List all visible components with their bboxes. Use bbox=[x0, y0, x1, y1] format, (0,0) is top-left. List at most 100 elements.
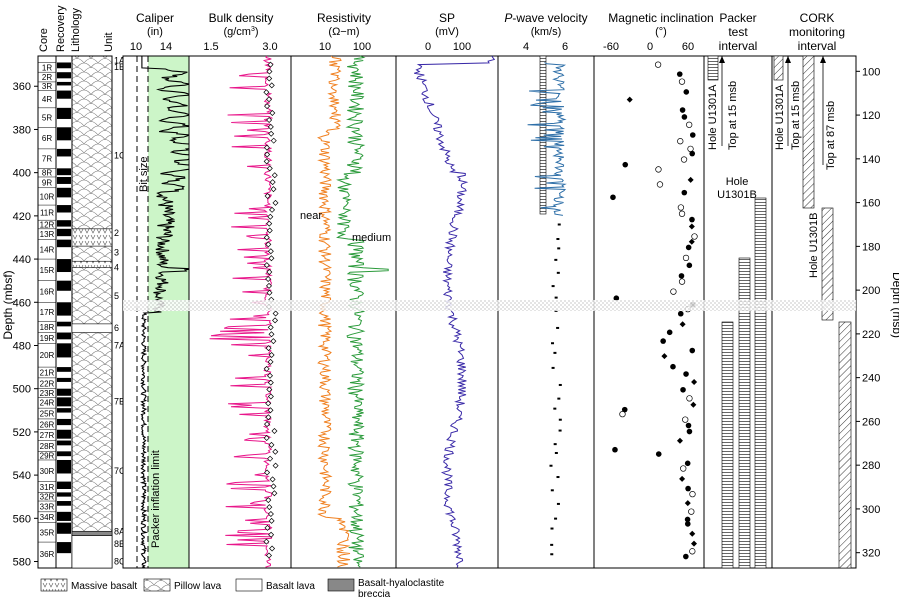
pwave-sample bbox=[558, 383, 562, 386]
recovery-block bbox=[57, 501, 71, 506]
density-diamond bbox=[269, 545, 276, 552]
unit-label: 2 bbox=[114, 228, 119, 238]
pwave-sample bbox=[558, 418, 562, 421]
density-diamond bbox=[266, 282, 272, 289]
density-diamond bbox=[266, 220, 273, 227]
recovery-block bbox=[57, 451, 71, 457]
maginc-point bbox=[654, 61, 662, 68]
maginc-point bbox=[680, 465, 687, 472]
density-diamond bbox=[266, 269, 273, 276]
density-diamond bbox=[266, 372, 273, 379]
cork-arrow-head-b bbox=[820, 56, 826, 63]
core-label: 26R bbox=[40, 420, 55, 429]
density-diamond bbox=[268, 331, 275, 338]
maginc-point bbox=[656, 181, 664, 188]
maginc-point bbox=[684, 516, 691, 523]
left-depth-axis: 360 380 400 420 440 460 480 500 520 540 560 580 bbox=[13, 56, 39, 569]
core-label: 12R bbox=[40, 221, 55, 230]
density-diamond bbox=[270, 137, 277, 144]
core-label: 24R bbox=[40, 399, 55, 408]
right-tick-label: 300 bbox=[862, 504, 880, 516]
core-label: 25R bbox=[40, 410, 55, 419]
density-diamond bbox=[263, 234, 270, 241]
maginc-point bbox=[679, 475, 686, 482]
legend-massive-label: Massive basalt bbox=[71, 581, 137, 592]
density-diamond bbox=[265, 552, 272, 559]
sp-tick-100: 100 bbox=[453, 41, 471, 53]
maginc-point bbox=[610, 194, 616, 201]
maginc-point bbox=[677, 310, 684, 317]
density-diamond bbox=[266, 504, 273, 511]
pwave-sample bbox=[551, 366, 555, 369]
maginc-point bbox=[655, 451, 662, 457]
core-header: Core bbox=[38, 28, 50, 52]
right-tick-label: 200 bbox=[862, 285, 880, 297]
density-diamond bbox=[272, 310, 279, 317]
maginc-points bbox=[610, 61, 698, 560]
recovery-block bbox=[57, 492, 71, 497]
right-tick-label: 280 bbox=[862, 460, 880, 472]
density-diamond bbox=[263, 158, 270, 165]
density-diamond bbox=[267, 379, 274, 386]
core-label: 1R bbox=[42, 63, 52, 72]
pwave-sample bbox=[556, 238, 560, 241]
density-diamond bbox=[265, 241, 272, 248]
cork-top15-label: Top at 15 msb bbox=[790, 81, 802, 150]
cork-title-1: CORK bbox=[800, 11, 835, 25]
packer-hole-a-label: Hole U1301A bbox=[707, 84, 719, 150]
cork-title-2: monitoring bbox=[789, 25, 845, 39]
maginc-point bbox=[691, 233, 698, 240]
legend-massive-swatch bbox=[40, 578, 68, 592]
pwave-sample bbox=[550, 553, 554, 556]
maginc-point bbox=[691, 540, 698, 547]
maginc-point bbox=[679, 107, 686, 113]
maginc-point bbox=[691, 378, 698, 385]
unit-label: 8B bbox=[114, 539, 125, 549]
legend-pillow-label: Pillow lava bbox=[174, 581, 222, 592]
maginc-point bbox=[680, 156, 688, 163]
recovery-block bbox=[57, 418, 71, 426]
maginc-point bbox=[689, 548, 696, 555]
density-diamond bbox=[265, 345, 272, 352]
maginc-point bbox=[613, 295, 620, 302]
maginc-point bbox=[621, 406, 628, 413]
density-diamond bbox=[263, 144, 270, 151]
maginc-point bbox=[681, 114, 688, 120]
left-tick-label: 440 bbox=[13, 254, 31, 266]
recovery-block bbox=[57, 205, 71, 213]
maginc-point bbox=[689, 216, 695, 223]
lithology-massive bbox=[71, 260, 113, 269]
core-label: 31R bbox=[40, 483, 55, 492]
right-tick-label: 120 bbox=[862, 110, 880, 122]
lithology-massive bbox=[71, 228, 113, 247]
packer-arrow-head bbox=[719, 56, 725, 63]
pwave-sample bbox=[558, 429, 562, 432]
maginc-point bbox=[682, 416, 689, 423]
maginc-point bbox=[682, 254, 690, 262]
density-diamond bbox=[264, 421, 271, 428]
packer-top15-label: Top at 15 msb bbox=[727, 81, 739, 150]
pwave-sample bbox=[554, 451, 558, 454]
sp-track bbox=[395, 55, 499, 569]
pwave-tick-4: 4 bbox=[523, 41, 529, 53]
core-label: 22R bbox=[40, 379, 55, 388]
maginc-point bbox=[670, 363, 676, 370]
pwave-unit: (km/s) bbox=[531, 26, 562, 38]
packer-bar-b2 bbox=[754, 197, 767, 569]
core-label: 14R bbox=[40, 245, 55, 254]
maginc-point bbox=[685, 485, 691, 492]
maginc-point bbox=[684, 460, 691, 467]
recovery-block bbox=[57, 332, 71, 340]
density-diamond bbox=[267, 213, 274, 220]
core-label: 30R bbox=[40, 467, 55, 476]
core-label: 16R bbox=[40, 287, 55, 296]
right-tick-label: 260 bbox=[862, 416, 880, 428]
maginc-point bbox=[685, 422, 692, 429]
core-label: 34R bbox=[40, 513, 55, 522]
cork-hole-a-label: Hole U1301A bbox=[774, 84, 786, 150]
recovery-block bbox=[57, 239, 71, 248]
unit-label: 1C bbox=[114, 150, 126, 160]
unit-label: 1B bbox=[114, 62, 125, 72]
density-diamond bbox=[268, 531, 275, 538]
